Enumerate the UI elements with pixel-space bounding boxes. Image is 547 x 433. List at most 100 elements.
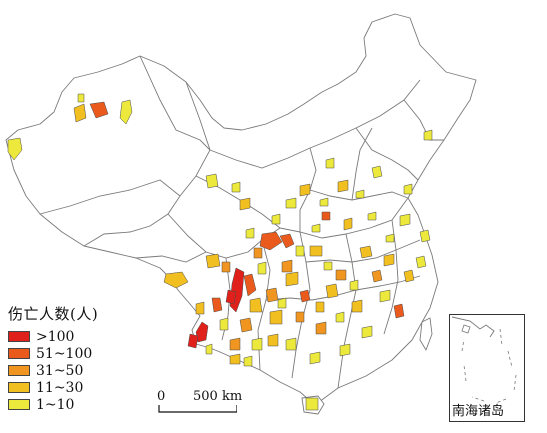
county-patch [195, 301, 205, 315]
county-patch [259, 231, 283, 251]
county-patch [89, 101, 109, 119]
county-patch [335, 311, 345, 323]
county-patch [321, 211, 331, 221]
county-patch [423, 129, 433, 141]
legend-item-11-30: 11~30 [8, 379, 98, 396]
county-patch [351, 299, 363, 313]
county-patch [271, 213, 281, 225]
county-patch [383, 253, 395, 267]
county-patch [325, 283, 339, 299]
county-patch [315, 301, 325, 313]
county-patch [281, 259, 293, 273]
county-patch [339, 343, 351, 357]
county-patch [265, 287, 279, 303]
legend-label: 31~50 [36, 362, 84, 379]
county-patch [403, 183, 413, 195]
county-patch [309, 245, 323, 257]
affected-counties [7, 93, 433, 411]
county-patch [315, 321, 327, 335]
legend-swatch [8, 365, 30, 376]
county-patch [323, 261, 333, 271]
county-patch [205, 343, 213, 355]
county-patch [243, 273, 257, 297]
county-patch [219, 317, 229, 331]
county-patch [225, 289, 237, 305]
county-patch [229, 353, 241, 365]
county-patch [285, 197, 297, 209]
county-patch [7, 137, 23, 161]
county-patch [77, 93, 85, 103]
county-patch [349, 279, 359, 291]
county-patch [419, 229, 431, 243]
county-patch [267, 333, 279, 347]
county-patch [277, 297, 287, 309]
county-patch [269, 309, 283, 325]
legend-item-51-100: 51~100 [8, 345, 98, 362]
county-patch [249, 297, 263, 313]
county-patch [229, 337, 241, 351]
scale-bar-line [158, 405, 237, 413]
county-patch [355, 189, 365, 199]
county-patch [361, 325, 373, 339]
county-patch [311, 223, 321, 233]
inset-label: 南海诸岛 [452, 404, 505, 419]
legend-title: 伤亡人数(人) [8, 305, 99, 323]
county-patch [305, 397, 319, 411]
legend-label: 11~30 [36, 379, 84, 396]
county-patch [119, 99, 133, 125]
legend: 伤亡人数(人) >100 51~100 31~50 11~30 1~10 [8, 303, 98, 413]
county-patch [403, 269, 415, 283]
county-patch [325, 157, 335, 169]
county-patch [73, 103, 87, 123]
legend-label: 1~10 [36, 396, 75, 413]
county-patch [253, 247, 263, 259]
county-patch [343, 217, 353, 231]
inset-map [451, 316, 517, 404]
county-patch [239, 317, 253, 333]
county-patch [415, 255, 427, 269]
county-patch [393, 303, 405, 319]
county-patch [371, 269, 383, 283]
county-patch [163, 271, 189, 289]
county-patch [279, 233, 295, 249]
legend-item-31-50: 31~50 [8, 362, 98, 379]
county-patch [385, 233, 395, 243]
county-patch [231, 181, 241, 193]
county-patch [299, 183, 311, 197]
county-patch [309, 351, 321, 365]
county-patch [211, 297, 223, 313]
legend-swatch [8, 382, 30, 393]
county-patch [195, 321, 209, 343]
county-patch [295, 245, 305, 257]
scale-end-label: 500 km [193, 389, 243, 404]
county-patch [205, 253, 221, 269]
county-patch [187, 333, 199, 349]
county-patch [285, 271, 299, 287]
scale-start-label: 0 [157, 389, 166, 404]
county-patch [319, 197, 329, 207]
county-patch [359, 245, 373, 259]
county-patch [337, 179, 349, 193]
county-patch [295, 311, 305, 323]
legend-label: 51~100 [36, 345, 93, 362]
legend-label: >100 [36, 328, 75, 345]
county-patch [299, 289, 311, 303]
county-patch [251, 337, 263, 351]
legend-item-over-100: >100 [8, 328, 98, 345]
county-patch [245, 227, 255, 239]
county-patch [367, 211, 377, 221]
county-patch [371, 165, 383, 179]
legend-item-1-10: 1~10 [8, 396, 98, 413]
county-patch [335, 269, 347, 281]
taiwan-outline [419, 317, 433, 351]
county-patch [257, 261, 267, 275]
county-patch [205, 173, 219, 189]
county-patch [221, 261, 231, 273]
county-patch [379, 289, 391, 303]
legend-swatch [8, 399, 30, 410]
south-china-sea-inset: 南海诸岛 [449, 314, 525, 422]
legend-swatch [8, 348, 30, 359]
county-patch [239, 197, 251, 211]
legend-swatch [8, 331, 30, 342]
